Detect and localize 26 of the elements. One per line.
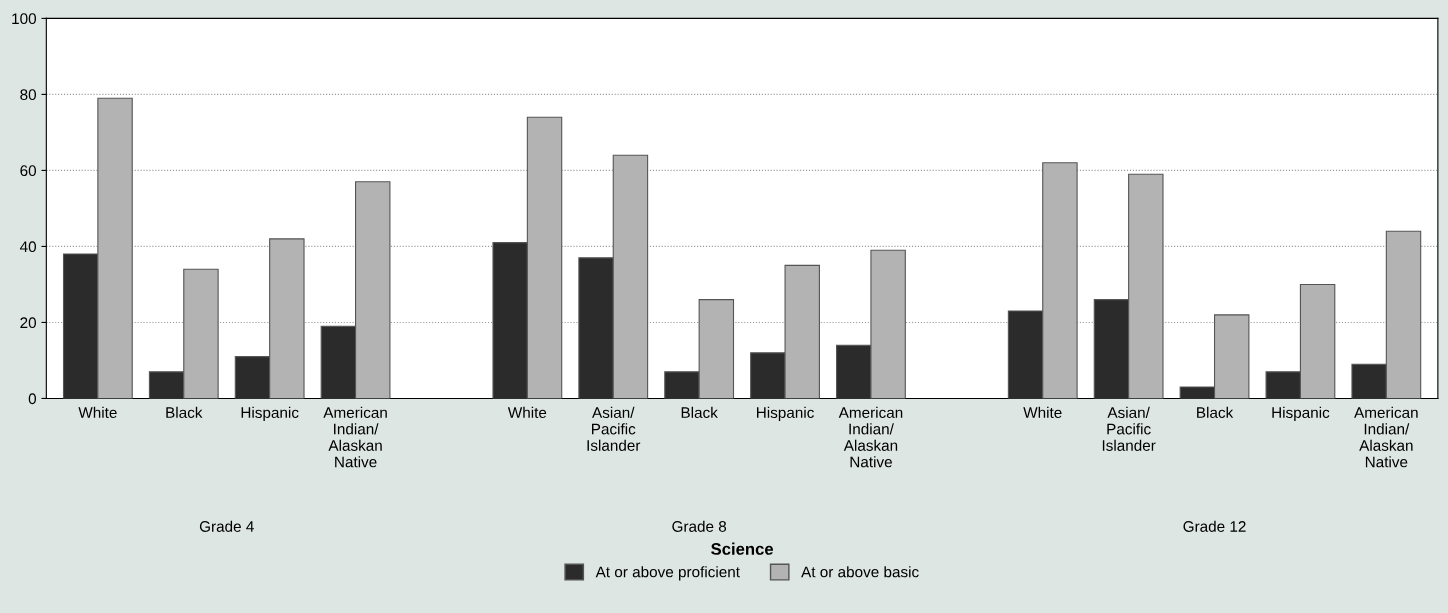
legend-label: At or above proficient: [595, 566, 740, 581]
y-tick-label: 60: [20, 165, 37, 177]
x-tick-label: Black: [681, 406, 718, 419]
text: Grade 4: [199, 520, 254, 532]
y-tick-label: 40: [19, 241, 37, 253]
x-tick-label: American Indian/ Alaskan Native: [838, 406, 903, 468]
x-tick-label: Hispanic: [1272, 406, 1330, 422]
x-axis-title: Science: [711, 542, 774, 555]
text: Grade 12: [1183, 520, 1246, 532]
x-tick-label: White: [507, 406, 547, 419]
x-tick-label: Black: [1197, 406, 1234, 419]
y-tick-label: 80: [20, 89, 37, 101]
y-tick-label: 100: [12, 13, 37, 25]
y-tick-label: 20: [20, 317, 37, 329]
x-tick-label: American Indian/ Alaskan Native: [1354, 406, 1418, 468]
x-tick-label: Hispanic: [241, 406, 299, 422]
legend-label: At or above basic: [801, 566, 919, 578]
x-tick-label: Hispanic: [757, 406, 814, 422]
x-tick-label: Black: [166, 406, 203, 419]
y-tick-label: 0: [28, 393, 37, 405]
x-tick-label: Asian/ Pacific Islander: [1102, 406, 1156, 451]
x-tick-label: American Indian/ Alaskan Native: [323, 406, 387, 468]
x-tick-label: White: [78, 406, 117, 419]
x-tick-label: Asian/ Pacific Islander: [587, 406, 641, 451]
x-tick-label: White: [1023, 406, 1062, 419]
text: Grade 8: [672, 520, 727, 532]
